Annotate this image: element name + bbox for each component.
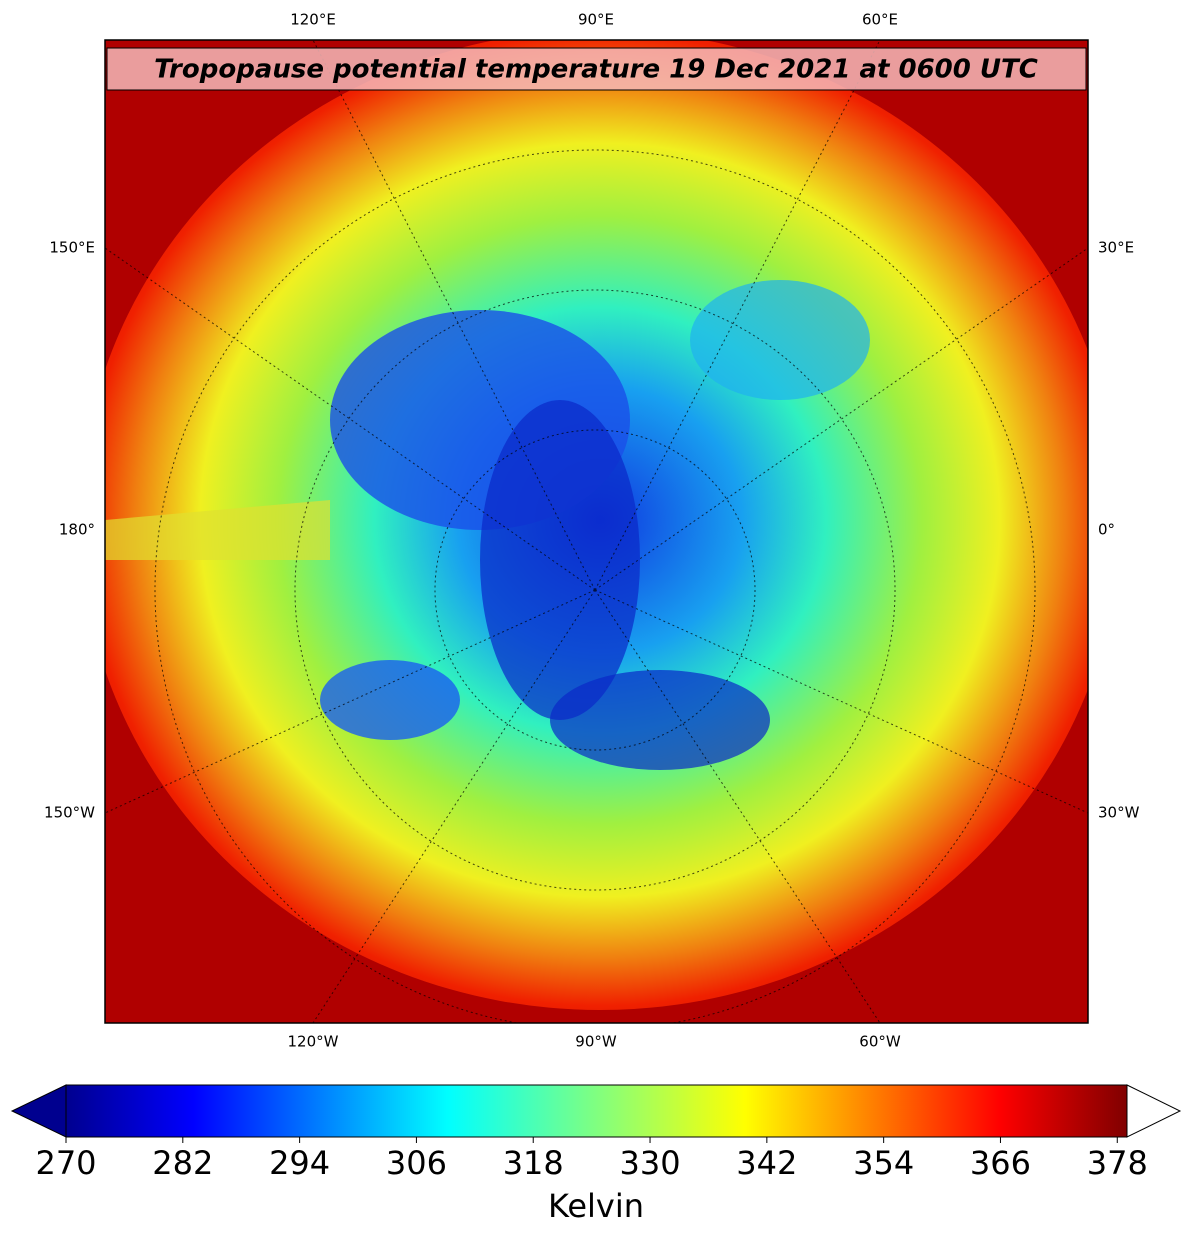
lon-label: 120°W — [288, 1033, 339, 1051]
colorbar-label: Kelvin — [548, 1187, 644, 1225]
colorbar-tick-label: 330 — [619, 1144, 680, 1182]
colorbar-tick-label: 270 — [35, 1144, 96, 1182]
lon-label: 150°E — [49, 239, 95, 257]
lon-label: 90°E — [578, 11, 614, 29]
lon-label: 0° — [1098, 521, 1115, 539]
colorbar — [65, 1084, 1128, 1138]
title: Tropopause potential temperature 19 Dec … — [154, 55, 1038, 85]
colorbar-extend-low — [10, 1084, 67, 1138]
colorbar-tick-label: 282 — [152, 1144, 213, 1182]
lon-label: 30°W — [1098, 804, 1140, 822]
colorbar-tick-label: 378 — [1087, 1144, 1148, 1182]
lon-label: 120°E — [290, 11, 336, 29]
lon-label: 150°W — [44, 804, 95, 822]
map-frame — [104, 39, 1089, 1024]
colorbar-extend-high — [1126, 1084, 1182, 1138]
colorbar-tick-label: 342 — [736, 1144, 797, 1182]
colorbar-tick-label: 366 — [970, 1144, 1031, 1182]
lon-label: 90°W — [575, 1033, 617, 1051]
colorbar-tick-label: 354 — [853, 1144, 914, 1182]
colorbar-tick-label: 318 — [503, 1144, 564, 1182]
lon-label: 60°E — [862, 11, 898, 29]
colorbar-tick-label: 306 — [386, 1144, 447, 1182]
title-box — [106, 47, 1087, 91]
colorbar-tick-label: 294 — [269, 1144, 330, 1182]
lon-label: 30°E — [1098, 239, 1134, 257]
map-field — [105, 40, 1088, 1023]
lon-label: 60°W — [859, 1033, 901, 1051]
lon-label: 180° — [59, 521, 95, 539]
